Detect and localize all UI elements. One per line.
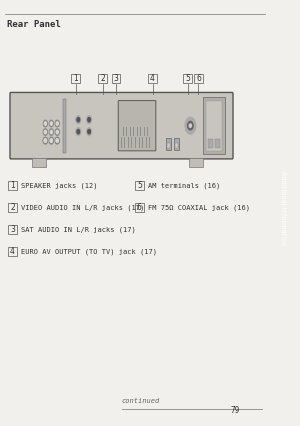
- Text: 4: 4: [150, 74, 155, 83]
- Circle shape: [44, 139, 46, 142]
- Circle shape: [56, 139, 58, 142]
- Circle shape: [189, 124, 191, 127]
- Bar: [167, 143, 170, 148]
- Bar: [175, 143, 178, 148]
- Bar: [166, 138, 171, 150]
- Circle shape: [44, 122, 46, 125]
- Text: EURO AV OUTPUT (TO TV) jack (17): EURO AV OUTPUT (TO TV) jack (17): [21, 248, 157, 255]
- Bar: [112, 74, 120, 83]
- FancyBboxPatch shape: [118, 101, 156, 151]
- Bar: [8, 247, 17, 256]
- Text: 6: 6: [137, 203, 142, 212]
- Bar: [189, 158, 202, 167]
- Text: SPEAKER jacks (12): SPEAKER jacks (12): [21, 182, 97, 189]
- Text: 1: 1: [10, 181, 15, 190]
- Text: 2: 2: [100, 74, 105, 83]
- Circle shape: [56, 122, 58, 125]
- Circle shape: [44, 130, 46, 134]
- Bar: [8, 181, 17, 190]
- Circle shape: [44, 139, 46, 142]
- Bar: [71, 74, 80, 83]
- Text: Additional Information: Additional Information: [280, 172, 286, 246]
- Bar: [64, 99, 66, 153]
- Text: 5: 5: [185, 74, 190, 83]
- Bar: [174, 138, 179, 150]
- Text: 6: 6: [196, 74, 201, 83]
- Bar: [135, 181, 144, 190]
- Bar: [183, 74, 192, 83]
- Text: 79: 79: [230, 406, 239, 415]
- Bar: [206, 101, 222, 151]
- Circle shape: [86, 115, 92, 124]
- Circle shape: [76, 127, 81, 136]
- Text: VIDEO AUDIO IN L/R jacks (17): VIDEO AUDIO IN L/R jacks (17): [21, 204, 144, 211]
- Circle shape: [55, 137, 59, 144]
- Text: SAT AUDIO IN L/R jacks (17): SAT AUDIO IN L/R jacks (17): [21, 226, 136, 233]
- Circle shape: [50, 139, 52, 142]
- Bar: [98, 74, 107, 83]
- Circle shape: [88, 118, 91, 122]
- Text: FM 75Ω COAXIAL jack (16): FM 75Ω COAXIAL jack (16): [148, 204, 250, 211]
- Text: 1: 1: [73, 74, 78, 83]
- Text: 5: 5: [137, 181, 142, 190]
- Bar: [148, 74, 157, 83]
- Text: Rear Panel: Rear Panel: [7, 20, 61, 29]
- Circle shape: [50, 130, 52, 134]
- Bar: [135, 203, 144, 212]
- Bar: [215, 139, 220, 148]
- Bar: [194, 74, 203, 83]
- Circle shape: [76, 115, 81, 124]
- Circle shape: [49, 120, 53, 127]
- Circle shape: [55, 137, 59, 144]
- Text: AM terminals (16): AM terminals (16): [148, 182, 220, 189]
- Text: continued: continued: [122, 398, 160, 404]
- Bar: [32, 158, 46, 167]
- Text: 2: 2: [10, 203, 15, 212]
- Circle shape: [50, 139, 52, 142]
- Circle shape: [43, 137, 47, 144]
- Bar: [202, 97, 226, 154]
- Bar: [8, 225, 17, 234]
- Circle shape: [185, 117, 196, 134]
- Circle shape: [55, 129, 59, 135]
- Text: 4: 4: [10, 247, 15, 256]
- Circle shape: [56, 130, 58, 134]
- Circle shape: [49, 137, 53, 144]
- Circle shape: [77, 130, 80, 134]
- Circle shape: [43, 129, 47, 135]
- Circle shape: [50, 122, 52, 125]
- Circle shape: [49, 137, 53, 144]
- Circle shape: [55, 120, 59, 127]
- Text: 3: 3: [114, 74, 118, 83]
- FancyBboxPatch shape: [10, 92, 233, 159]
- Circle shape: [43, 120, 47, 127]
- Bar: [208, 139, 213, 148]
- Circle shape: [188, 121, 193, 130]
- Circle shape: [77, 118, 80, 122]
- Circle shape: [88, 130, 91, 134]
- Bar: [8, 203, 17, 212]
- Circle shape: [49, 129, 53, 135]
- Circle shape: [86, 127, 92, 136]
- Text: 3: 3: [10, 225, 15, 234]
- Circle shape: [43, 137, 47, 144]
- Circle shape: [56, 139, 58, 142]
